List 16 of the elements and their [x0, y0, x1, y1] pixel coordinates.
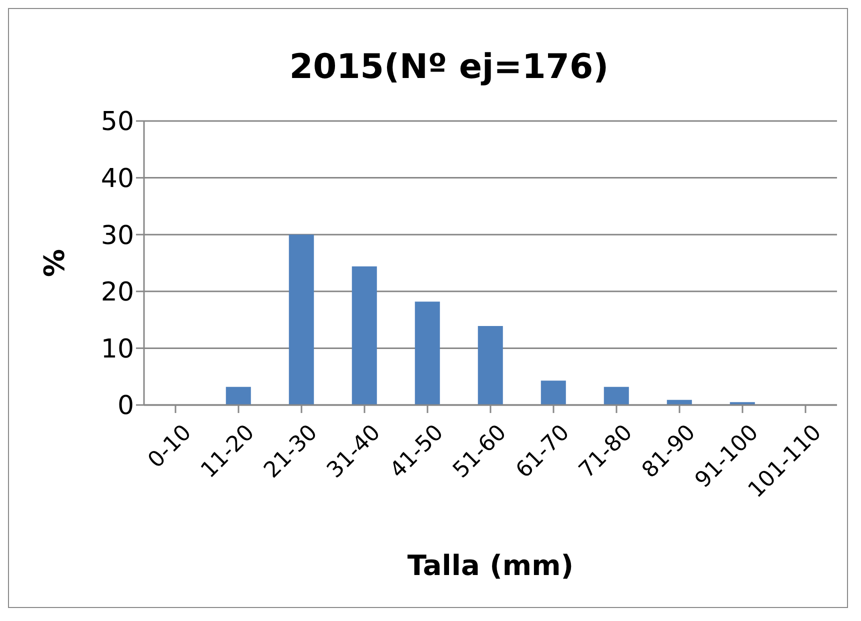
bar: [226, 386, 251, 405]
y-tick-label: 0: [117, 391, 134, 422]
y-tick-label: 20: [100, 278, 134, 308]
bar: [414, 302, 440, 405]
bar: [540, 380, 566, 405]
y-tick-label: 50: [100, 107, 134, 138]
bar: [604, 386, 629, 405]
bar: [352, 266, 377, 405]
chart-title: 2015(Nº ej=176): [288, 47, 610, 87]
bar: [478, 326, 503, 405]
y-axis-title: %: [38, 248, 71, 278]
y-tick-label: 30: [100, 220, 134, 251]
x-axis-title: Talla (mm): [407, 549, 574, 582]
y-tick-label: 40: [100, 164, 134, 194]
bar: [288, 234, 314, 405]
y-tick-label: 10: [100, 334, 134, 364]
